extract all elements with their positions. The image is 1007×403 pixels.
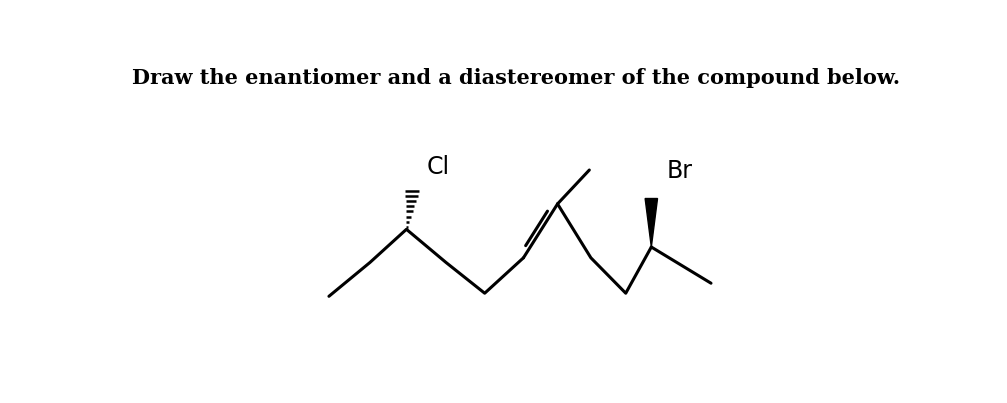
Polygon shape [645,199,658,247]
Text: Draw the enantiomer and a diastereomer of the compound below.: Draw the enantiomer and a diastereomer o… [132,68,900,87]
Text: Br: Br [667,159,693,183]
Text: Cl: Cl [427,155,450,179]
